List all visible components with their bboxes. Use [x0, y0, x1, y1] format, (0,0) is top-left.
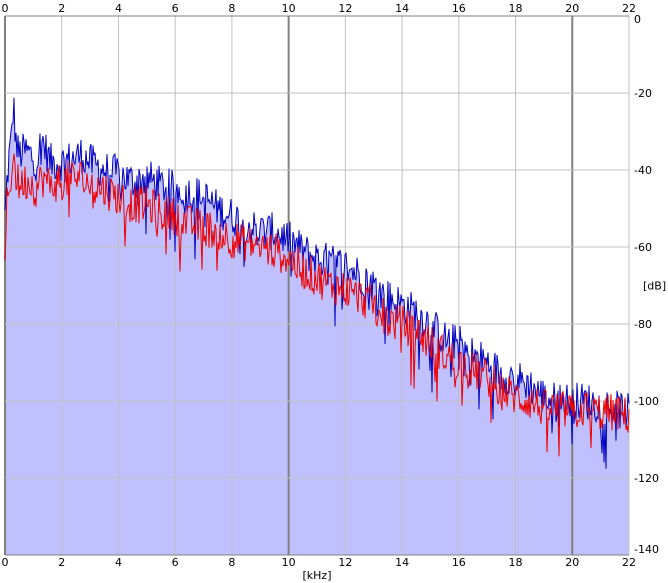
- x-axis-label: [kHz]: [303, 569, 332, 582]
- tick-label-x-top: 16: [452, 2, 466, 15]
- plot-area: [4, 15, 630, 556]
- tick-label-y: -60: [634, 241, 652, 254]
- tick-label-y: -140: [634, 543, 659, 556]
- tick-label-x-bottom: 4: [115, 556, 122, 569]
- grid-layer: [4, 15, 630, 556]
- tick-label-y: 0: [634, 13, 641, 26]
- tick-label-x-top: 4: [115, 2, 122, 15]
- tick-label-x-bottom: 16: [452, 556, 466, 569]
- tick-label-x-bottom: 18: [509, 556, 523, 569]
- y-axis-label: [dB]: [643, 280, 666, 293]
- tick-label-x-bottom: 10: [282, 556, 296, 569]
- tick-label-x-top: 20: [565, 2, 579, 15]
- tick-label-y: -40: [634, 164, 652, 177]
- tick-label-x-top: 6: [172, 2, 179, 15]
- tick-label-y: -20: [634, 87, 652, 100]
- tick-label-x-top: 22: [622, 2, 636, 15]
- tick-label-x-top: 14: [395, 2, 409, 15]
- tick-label-x-bottom: 12: [338, 556, 352, 569]
- tick-label-x-top: 0: [2, 2, 9, 15]
- tick-label-y: -120: [634, 472, 659, 485]
- tick-label-x-bottom: 20: [565, 556, 579, 569]
- series-line-1: [4, 97, 630, 469]
- tick-label-x-bottom: 0: [2, 556, 9, 569]
- right-y-axis: 0 -20 -40 -60 -80 -100 -120 -140: [634, 13, 659, 556]
- tick-label-x-top: 2: [58, 2, 65, 15]
- tick-label-x-top: 10: [282, 2, 296, 15]
- tick-label-y: -80: [634, 318, 652, 331]
- tick-label-x-top: 12: [338, 2, 352, 15]
- tick-label-x-bottom: 8: [228, 556, 235, 569]
- series-line-2: [4, 153, 630, 457]
- tick-label-x-bottom: 2: [58, 556, 65, 569]
- top-x-axis: 0 2 4 6 8 10 12 14 16 18 20 22: [2, 2, 636, 17]
- bottom-x-axis: 0 2 4 6 8 10 12 14 16 18 20 22: [2, 554, 636, 569]
- tick-label-x-bottom: 6: [172, 556, 179, 569]
- series-layer: [4, 97, 630, 469]
- envelope-fill-layer: [5, 97, 629, 555]
- tick-label-x-top: 8: [228, 2, 235, 15]
- spectrum-envelope-fill: [5, 97, 629, 555]
- tick-label-x-bottom: 22: [622, 556, 636, 569]
- tick-label-y: -100: [634, 395, 659, 408]
- tick-label-x-top: 18: [509, 2, 523, 15]
- tick-label-x-bottom: 14: [395, 556, 409, 569]
